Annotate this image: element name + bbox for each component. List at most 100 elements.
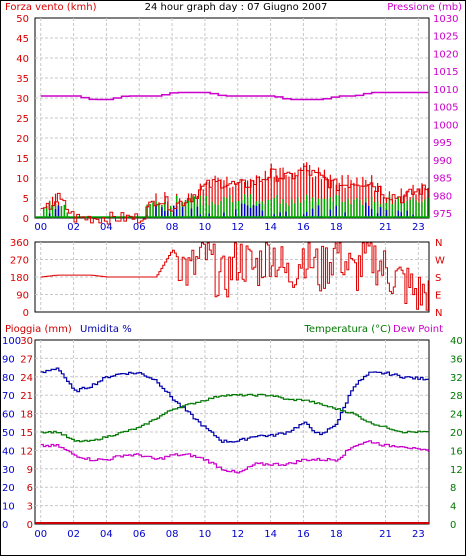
y-tick-label: 18 bbox=[20, 410, 33, 421]
y-tick-label: 985 bbox=[433, 174, 452, 185]
y-tick-label: 40 bbox=[16, 54, 29, 65]
y-tick-label: 35 bbox=[16, 74, 29, 85]
y-tick-label: 8 bbox=[450, 483, 456, 494]
rain-axis-label: Pioggia (mm) bbox=[5, 324, 72, 335]
wind-pressure-panel: 00 02 04 06 08 10 12 14 16 18 21 235045403530252015… bbox=[16, 14, 458, 233]
y-tick-label: 0 bbox=[23, 308, 29, 319]
y-tick-label: 1020 bbox=[433, 49, 458, 60]
y-tick-label: 36 bbox=[450, 354, 463, 365]
y-tick-label: 270 bbox=[10, 256, 29, 267]
wind-panel-x-ticks: 00 02 04 06 08 10 12 14 16 18 21 23 bbox=[34, 222, 424, 233]
y-tick-label: S bbox=[435, 273, 441, 284]
x-tick-label: 04 bbox=[100, 529, 113, 540]
climate-panel: 00 02 04 06 08 10 12 14 16 18 21 231009080706050403… bbox=[2, 336, 463, 540]
wind-axis-label: Forza vento (kmh) bbox=[5, 2, 97, 13]
y-tick-label: 9 bbox=[27, 465, 33, 476]
x-tick-label: 18 bbox=[330, 222, 343, 233]
y-tick-label: 180 bbox=[10, 273, 29, 284]
y-tick-label: 975 bbox=[433, 209, 452, 220]
y-tick-label: 15 bbox=[20, 428, 33, 439]
x-tick-label: 02 bbox=[67, 529, 80, 540]
y-tick-label: 45 bbox=[16, 34, 29, 45]
x-tick-label: 00 bbox=[34, 222, 47, 233]
y-tick-label: 24 bbox=[450, 410, 463, 421]
y-tick-label: 980 bbox=[433, 191, 452, 202]
x-tick-label: 04 bbox=[100, 222, 113, 233]
wind-speed-line bbox=[40, 165, 429, 225]
humidity-axis-label: Umidita % bbox=[80, 324, 132, 335]
x-tick-label: 18 bbox=[330, 529, 343, 540]
climate-panel-x-ticks: 00 02 04 06 08 10 12 14 16 18 21 23 bbox=[34, 529, 424, 540]
y-tick-label: 1030 bbox=[433, 14, 458, 25]
y-tick-label: 16 bbox=[450, 446, 463, 457]
y-tick-label: 15 bbox=[16, 154, 29, 165]
y-tick-label: 1005 bbox=[433, 103, 458, 114]
x-tick-label: 16 bbox=[297, 222, 310, 233]
y-tick-label: 0 bbox=[23, 214, 29, 225]
y-tick-label: 30 bbox=[2, 465, 15, 476]
y-tick-label: 40 bbox=[2, 446, 15, 457]
x-tick-label: 02 bbox=[67, 222, 80, 233]
y-tick-label: 30 bbox=[16, 94, 29, 105]
x-tick-label: 14 bbox=[264, 222, 277, 233]
dewpoint-line bbox=[40, 440, 429, 474]
pressure-axis-label: Pressione (mb) bbox=[387, 2, 462, 13]
chart-title: 24 hour graph day : 07 Giugno 2007 bbox=[145, 2, 328, 13]
y-tick-label: 32 bbox=[450, 373, 463, 384]
y-tick-label: 50 bbox=[2, 428, 15, 439]
y-tick-label: 21 bbox=[20, 391, 33, 402]
y-tick-label: 40 bbox=[450, 336, 463, 347]
y-tick-label: 28 bbox=[450, 391, 463, 402]
y-tick-label: 0 bbox=[450, 520, 456, 531]
y-tick-label: 50 bbox=[16, 14, 29, 25]
y-tick-label: N bbox=[435, 238, 442, 249]
x-tick-label: 23 bbox=[412, 529, 425, 540]
humidity-line bbox=[40, 367, 429, 443]
pressure-y-ticks: 1030 1025 1020 1015 1010 1005 1000 995 990 985 980… bbox=[433, 14, 458, 220]
y-tick-label: 10 bbox=[2, 502, 15, 513]
x-tick-label: 16 bbox=[297, 529, 310, 540]
y-tick-label: 1025 bbox=[433, 32, 458, 43]
y-tick-label: 100 bbox=[2, 336, 21, 347]
temperature-axis-label: Temperatura (°C) bbox=[303, 324, 391, 335]
y-tick-label: 24 bbox=[20, 373, 33, 384]
y-tick-label: 25 bbox=[16, 114, 29, 125]
x-tick-label: 21 bbox=[379, 529, 392, 540]
y-tick-label: 1015 bbox=[433, 67, 458, 78]
x-tick-label: 10 bbox=[199, 529, 212, 540]
wind-bars bbox=[42, 162, 429, 218]
y-tick-label: 4 bbox=[450, 502, 456, 513]
y-tick-label: 90 bbox=[2, 354, 15, 365]
dewpoint-axis-label: Dew Point bbox=[393, 324, 443, 335]
x-tick-label: 08 bbox=[166, 529, 179, 540]
x-tick-label: 21 bbox=[379, 222, 392, 233]
y-tick-label: 6 bbox=[27, 483, 33, 494]
y-tick-label: 990 bbox=[433, 156, 452, 167]
x-tick-label: 12 bbox=[231, 222, 244, 233]
y-tick-label: 1010 bbox=[433, 85, 458, 96]
wind-panel-hgrid bbox=[35, 37, 429, 199]
x-tick-label: 14 bbox=[264, 529, 277, 540]
x-tick-label: 10 bbox=[199, 222, 212, 233]
y-tick-label: 0 bbox=[27, 520, 33, 531]
direction-y-ticks: 360 270 180 90 0 bbox=[10, 238, 29, 319]
y-tick-label: 20 bbox=[450, 428, 463, 439]
y-tick-label: 3 bbox=[27, 502, 33, 513]
wind-direction-line bbox=[40, 242, 429, 311]
y-tick-label: 27 bbox=[20, 354, 33, 365]
y-tick-label: 12 bbox=[20, 446, 33, 457]
y-tick-label: N bbox=[435, 308, 442, 319]
x-tick-label: 23 bbox=[412, 222, 425, 233]
temperature-line bbox=[40, 393, 429, 443]
y-tick-label: 0 bbox=[2, 520, 8, 531]
y-tick-label: 12 bbox=[450, 465, 463, 476]
x-tick-label: 12 bbox=[231, 529, 244, 540]
y-tick-label: 1000 bbox=[433, 120, 458, 131]
x-tick-label: 08 bbox=[166, 222, 179, 233]
